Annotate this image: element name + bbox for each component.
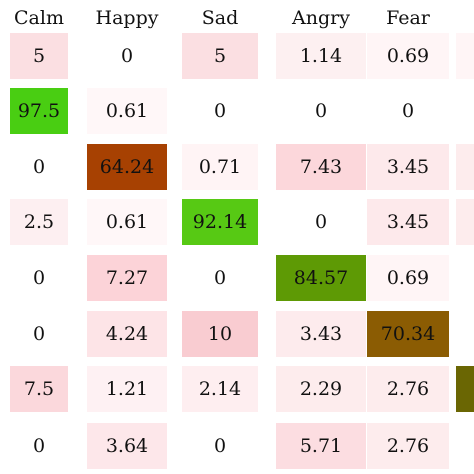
cell-value: 0: [33, 267, 45, 289]
cell-value: 0: [315, 100, 327, 122]
heatmap-cell: [10, 366, 68, 412]
edge-cell: [456, 33, 474, 79]
partial-right-column: [456, 33, 474, 469]
heatmap-cell: [87, 311, 167, 357]
heatmap-cell: [182, 423, 258, 469]
cell-value: 3.45: [387, 211, 429, 233]
heatmap-cell: [87, 33, 167, 79]
heatmap-cell: [87, 423, 167, 469]
heatmap-cell: [276, 33, 366, 79]
heatmap-cell: [10, 311, 68, 357]
cell-value: 92.14: [193, 211, 247, 233]
column-header-happy: Happy: [96, 7, 159, 29]
heatmap-cell: [182, 366, 258, 412]
heatmap-cell: [367, 255, 449, 301]
heatmap-cell: [367, 88, 449, 134]
cell-value: 2.76: [387, 435, 429, 457]
heatmap-cell: [276, 255, 366, 301]
cell-value: 0.61: [106, 211, 148, 233]
cell-value: 0: [33, 156, 45, 178]
cell-value: 0: [33, 435, 45, 457]
heatmap-cell: [87, 366, 167, 412]
column-header-angry: Angry: [291, 7, 350, 29]
cell-value: 3.64: [106, 435, 148, 457]
cell-value: 3.43: [300, 323, 342, 345]
edge-cell: [456, 311, 474, 357]
cell-value: 64.24: [100, 156, 154, 178]
cell-value: 0.71: [199, 156, 241, 178]
cell-value: 0: [33, 323, 45, 345]
heatmap-cell: [276, 423, 366, 469]
heatmap-cell: [182, 199, 258, 245]
heatmap-cell: [182, 255, 258, 301]
heatmap-cell: [10, 144, 68, 190]
matrix-cells: 5 0 5 1.14 0.69 97.5 0.61 0 0 0 0 64.24 0.71 7.43 3.45…: [10, 33, 449, 469]
heatmap-cell: [182, 33, 258, 79]
heatmap-cell: [10, 199, 68, 245]
edge-cell: [456, 144, 474, 190]
heatmap-cell: [87, 199, 167, 245]
cell-value: 0: [402, 100, 414, 122]
column-headers: Calm Happy Sad Angry Fear: [14, 7, 431, 29]
heatmap-cell: [367, 144, 449, 190]
cell-value: 0: [214, 435, 226, 457]
heatmap-cell: [10, 423, 68, 469]
heatmap-cell: [10, 33, 68, 79]
cell-value: 5.71: [300, 435, 342, 457]
cell-value: 0: [214, 267, 226, 289]
cell-value: 0.69: [387, 267, 429, 289]
cell-value: 7.43: [300, 156, 342, 178]
cell-value: 2.5: [24, 211, 54, 233]
column-header-sad: Sad: [202, 7, 239, 29]
heatmap-cell: [276, 144, 366, 190]
heatmap-cell: [276, 366, 366, 412]
cell-value: 0: [214, 100, 226, 122]
column-header-calm: Calm: [14, 7, 64, 29]
cell-value: 0: [121, 45, 133, 67]
heatmap-cell: [367, 423, 449, 469]
cell-value: 0.69: [387, 45, 429, 67]
cell-value: 84.57: [294, 267, 348, 289]
heatmap-cell: [276, 311, 366, 357]
heatmap-cell: [182, 144, 258, 190]
heatmap-cell: [10, 255, 68, 301]
heatmap-cell: [87, 144, 167, 190]
cell-value: 70.34: [381, 323, 435, 345]
cell-value: 2.14: [199, 378, 241, 400]
cell-value: 4.24: [106, 323, 148, 345]
heatmap-cell: [182, 88, 258, 134]
edge-cell: [456, 199, 474, 245]
heatmap-cell: [276, 88, 366, 134]
cell-value: 10: [208, 323, 232, 345]
cell-value: 2.29: [300, 378, 342, 400]
heatmap-cell: [367, 33, 449, 79]
cell-value: 5: [214, 45, 226, 67]
cell-value: 0.61: [106, 100, 148, 122]
heatmap-cell: [87, 255, 167, 301]
cell-value: 2.76: [387, 378, 429, 400]
column-header-fear: Fear: [386, 7, 431, 29]
heatmap-cell: [10, 88, 68, 134]
heatmap-cell: [367, 366, 449, 412]
cell-value: 5: [33, 45, 45, 67]
heatmap-cell: [182, 311, 258, 357]
heatmap-cell: [367, 311, 449, 357]
edge-cell: [456, 366, 474, 412]
heatmap-cell: [367, 199, 449, 245]
edge-cell: [456, 423, 474, 469]
cell-value: 0: [315, 211, 327, 233]
cell-value: 7.5: [24, 378, 54, 400]
heatmap-cell: [276, 199, 366, 245]
edge-cell: [456, 255, 474, 301]
cell-value: 1.21: [106, 378, 148, 400]
cell-value: 97.5: [18, 100, 60, 122]
cell-value: 3.45: [387, 156, 429, 178]
edge-cell: [456, 88, 474, 134]
cell-value: 1.14: [300, 45, 342, 67]
cell-value: 7.27: [106, 267, 148, 289]
heatmap-cell: [87, 88, 167, 134]
